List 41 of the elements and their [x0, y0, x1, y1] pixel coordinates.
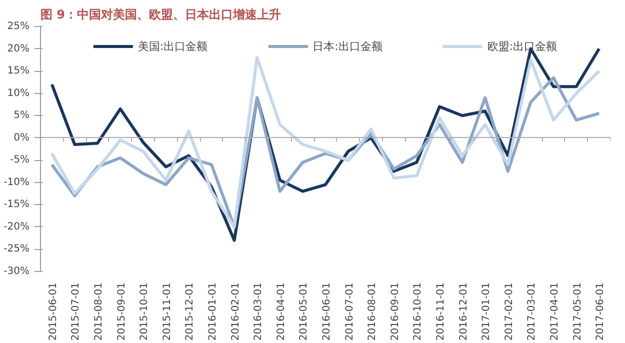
x-tick-label: 2015-10-01 [139, 282, 150, 341]
y-tick-label: -30% [4, 266, 30, 277]
chart-title: 图 9：中国对美国、欧盟、日本出口增速上升 [40, 8, 282, 22]
x-tick-label: 2016-04-01 [276, 282, 287, 341]
x-tick-label: 2017-02-01 [504, 282, 515, 341]
x-tick-label: 2016-11-01 [436, 282, 446, 341]
x-tick-label: 2017-06-01 [595, 282, 606, 341]
y-tick-label: 25% [7, 21, 30, 32]
x-tick-label: 2017-01-01 [481, 282, 492, 341]
x-tick-label: 2016-10-01 [412, 282, 424, 341]
y-tick-label: -25% [4, 244, 30, 255]
x-tick-label: 2016-03-01 [253, 282, 264, 341]
x-tick-label: 2017-03-01 [526, 282, 538, 341]
y-tick-label: 10% [7, 88, 30, 99]
x-tick-label: 2017-05-01 [572, 282, 584, 341]
x-tick-label: 2015-09-01 [116, 282, 128, 341]
y-tick-label: 5% [14, 110, 30, 122]
y-tick-label: -15% [4, 199, 30, 210]
legend-label: 日本:出口金额 [312, 38, 382, 54]
x-tick-label: 2016-08-01 [367, 282, 378, 341]
x-tick-label: 2015-08-01 [94, 282, 104, 341]
x-tick-label: 2017-04-01 [550, 282, 560, 341]
y-tick-label: -20% [4, 221, 30, 232]
legend-label: 美国:出口金额 [138, 38, 208, 54]
y-tick-label: -10% [4, 176, 30, 188]
x-tick-label: 2015-06-01 [48, 282, 59, 341]
legend-label: 欧盟:出口金额 [487, 38, 558, 54]
x-tick-label: 2016-01-01 [208, 282, 218, 341]
x-tick-label: 2016-07-01 [344, 282, 356, 341]
x-tick-label: 2016-09-01 [390, 282, 401, 341]
x-tick-label: 2016-02-01 [230, 282, 242, 341]
y-tick-label: 15% [7, 66, 30, 77]
x-tick-label: 2015-11-01 [162, 282, 173, 341]
x-tick-label: 2016-05-01 [298, 282, 310, 341]
x-tick-label: 2016-12-01 [458, 282, 470, 341]
y-tick-label: 0% [14, 132, 30, 144]
x-tick-label: 2016-06-01 [322, 282, 332, 341]
y-tick-label: -5% [10, 154, 30, 166]
x-tick-label: 2015-07-01 [70, 282, 82, 341]
y-tick-label: 20% [7, 43, 30, 54]
x-tick-label: 2015-12-01 [184, 282, 196, 341]
